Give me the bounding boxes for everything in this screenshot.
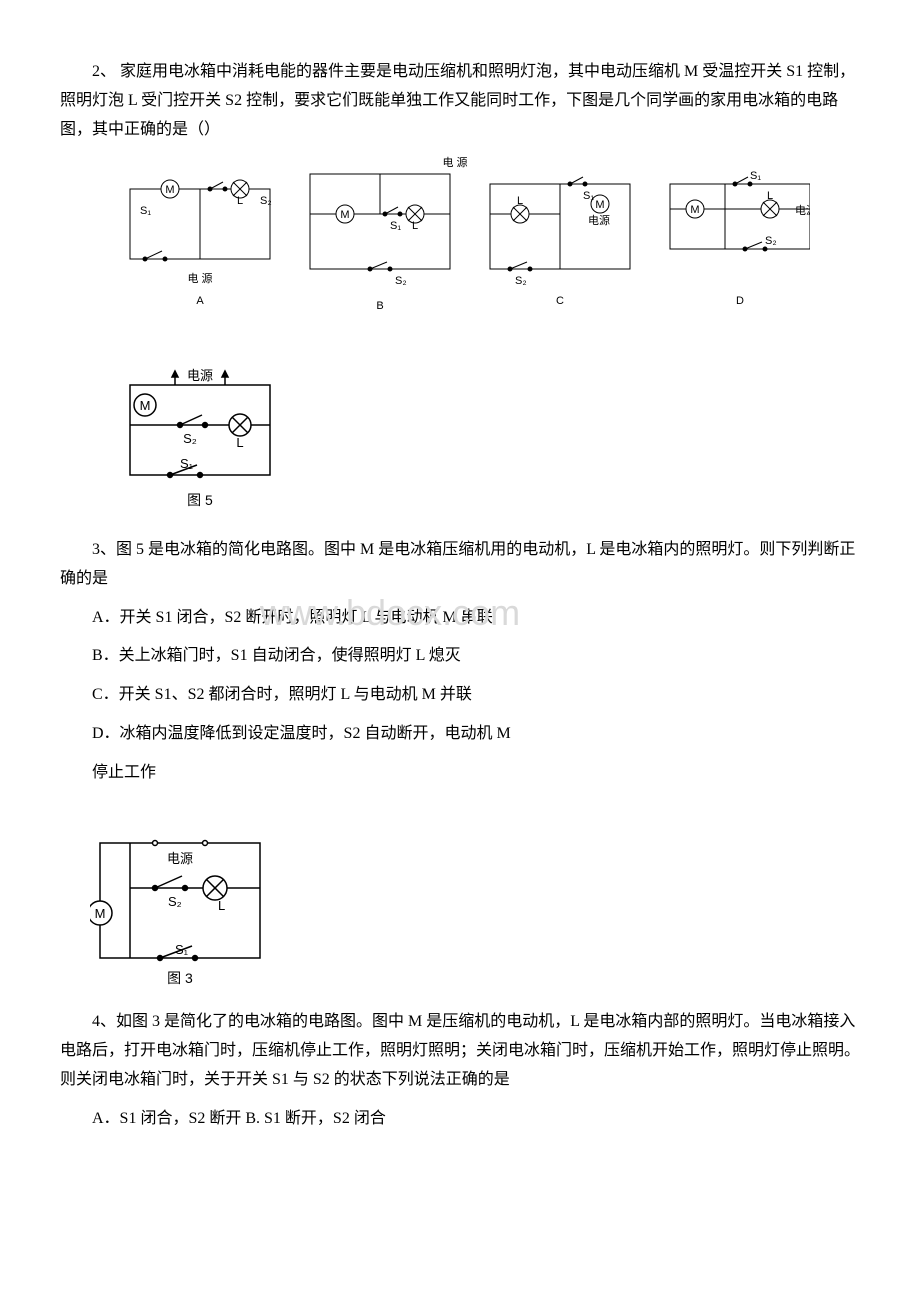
q3-option-d: D．冰箱内温度降低到设定温度时，S2 自动断开，电动机 M <box>60 720 860 749</box>
svg-text:电 源: 电 源 <box>187 271 212 285</box>
svg-text:电源: 电源 <box>167 851 193 866</box>
q4-option-a: A．S1 闭合，S2 断开 B. S1 断开，S2 闭合 <box>60 1105 860 1134</box>
q3-option-a: A．开关 S1 闭合，S2 断开时，照明灯 L 与电动机 M 串联 <box>60 604 860 633</box>
svg-text:S₂: S₂ <box>260 195 272 207</box>
svg-text:L: L <box>517 195 523 207</box>
svg-text:M: M <box>690 204 699 216</box>
svg-text:S₁: S₁ <box>175 942 189 957</box>
svg-text:电源: 电源 <box>795 203 810 217</box>
question-3-text: 3、图 5 是电冰箱的简化电路图。图中 M 是电冰箱压缩机用的电动机，L 是电冰… <box>60 536 860 594</box>
svg-text:图 5: 图 5 <box>187 492 213 508</box>
svg-text:B: B <box>376 300 383 312</box>
question-4-text: 4、如图 3 是简化了的电冰箱的电路图。图中 M 是压缩机的电动机，L 是电冰箱… <box>60 1008 860 1094</box>
figure-5: 电源 M S₂ L S₁ 图 5 <box>120 365 860 526</box>
svg-text:M: M <box>340 209 349 221</box>
q2-diagram: 电 源 M L S₁ S₂ 电 源 A <box>60 154 860 345</box>
svg-text:L: L <box>236 435 243 450</box>
svg-text:D: D <box>736 295 744 307</box>
svg-text:S₁: S₁ <box>750 170 761 182</box>
svg-text:M: M <box>165 184 174 196</box>
svg-text:L: L <box>237 195 243 207</box>
svg-text:C: C <box>556 295 564 307</box>
svg-text:S₂: S₂ <box>515 275 527 287</box>
svg-text:电源: 电源 <box>588 213 610 227</box>
question-2-text: 2、 家庭用电冰箱中消耗电能的器件主要是电动压缩机和照明灯泡，其中电动压缩机 M… <box>60 58 860 144</box>
svg-text:电源: 电源 <box>187 368 213 383</box>
q3-option-c: C．开关 S1、S2 都闭合时，照明灯 L 与电动机 M 并联 <box>60 681 860 710</box>
svg-text:S₁: S₁ <box>140 205 151 217</box>
svg-text:S₂: S₂ <box>765 235 777 247</box>
svg-text:L: L <box>767 190 773 202</box>
svg-text:M: M <box>595 199 604 211</box>
q2-top-ps-label: 电 源 <box>442 155 467 169</box>
svg-text:图 3: 图 3 <box>167 970 193 986</box>
svg-text:S₂: S₂ <box>168 894 182 909</box>
svg-text:S₁: S₁ <box>180 456 194 471</box>
svg-text:A: A <box>196 295 204 307</box>
svg-text:L: L <box>218 898 225 913</box>
svg-text:S₁: S₁ <box>583 190 594 202</box>
q3-option-b: B．关上冰箱门时，S1 自动闭合，使得照明灯 L 熄灭 <box>60 642 860 671</box>
svg-text:S₂: S₂ <box>395 275 407 287</box>
svg-text:L: L <box>412 220 418 232</box>
q3-option-d-line2: 停止工作 <box>60 759 860 788</box>
svg-text:S₁: S₁ <box>390 220 401 232</box>
figure-3: 电源 S₂ L M S₁ 图 3 <box>90 828 860 999</box>
svg-text:M: M <box>140 398 151 413</box>
svg-text:M: M <box>95 906 106 921</box>
svg-text:S₂: S₂ <box>183 431 197 446</box>
